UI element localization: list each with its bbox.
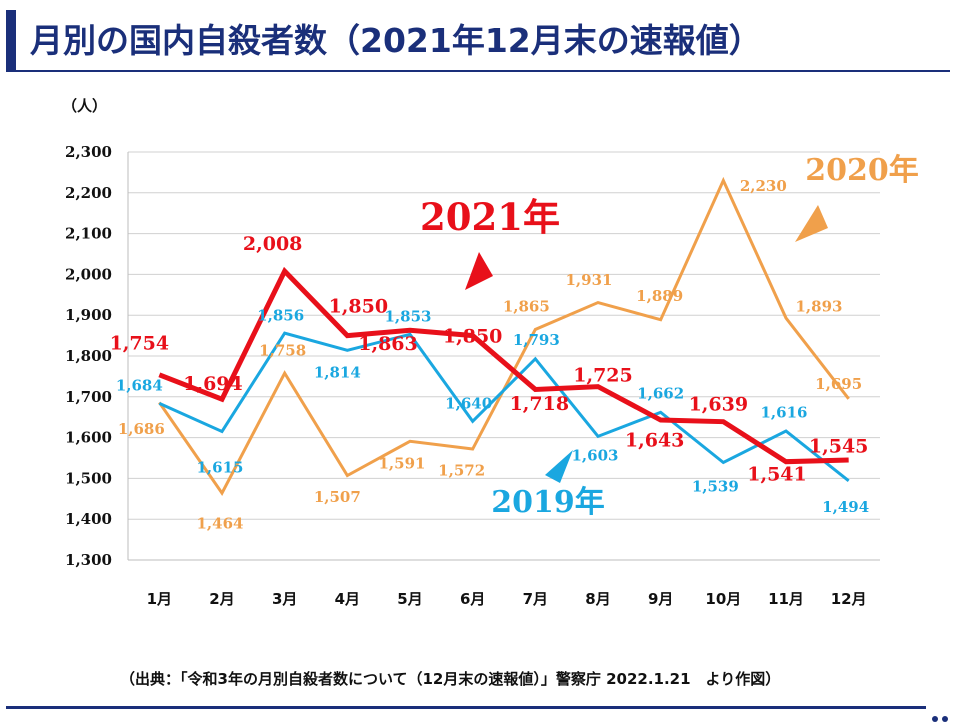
chart-series-labels: 2019年 2020年 2021年	[420, 153, 919, 520]
y-tick-label: 2,200	[65, 184, 112, 202]
data-label: 1,793	[513, 331, 560, 349]
series-line	[158, 331, 850, 483]
page-title: 月別の国内自殺者数（2021年12月末の速報値）	[30, 21, 762, 60]
y-tick-label: 1,700	[65, 388, 112, 406]
series-pointer-arrow	[795, 205, 828, 242]
x-axis-ticks: 1月 2月 3月 4月 5月 6月 7月 8月 9月 10月 11月 12月	[147, 590, 867, 608]
footer-divider	[6, 706, 926, 709]
x-tick-label: 4月	[335, 590, 360, 608]
x-tick-label: 3月	[272, 590, 297, 608]
data-label: 2,008	[243, 233, 303, 255]
y-axis-ticks: 1,300 1,400 1,500 1,600 1,700 1,800 1,900 2,000…	[65, 143, 112, 569]
x-tick-label: 5月	[397, 590, 422, 608]
x-tick-label: 6月	[460, 590, 485, 608]
title-divider	[6, 70, 950, 72]
data-label: 1,572	[438, 461, 485, 479]
data-label: 1,616	[761, 403, 808, 421]
data-label: 1,695	[815, 375, 862, 393]
data-label: 1,754	[110, 332, 170, 354]
data-label: 1,718	[510, 393, 570, 415]
series-pointer-arrow	[465, 252, 493, 290]
y-tick-label: 1,500	[65, 469, 112, 487]
data-label: 1,643	[625, 430, 685, 452]
series-name-label: 2019年	[491, 485, 605, 520]
data-label: 1,507	[314, 488, 361, 506]
data-label: 1,464	[197, 514, 244, 532]
data-label: 2,230	[740, 177, 787, 195]
data-label: 1,893	[796, 297, 843, 315]
series-name-label: 2020年	[805, 153, 919, 188]
x-tick-label: 10月	[705, 590, 741, 608]
data-label: 1,814	[314, 364, 361, 382]
y-tick-label: 1,800	[65, 347, 112, 365]
data-label: 1,603	[572, 447, 619, 465]
data-label: 1,615	[197, 459, 244, 477]
y-tick-label: 1,400	[65, 510, 112, 528]
data-label: 1,725	[573, 364, 633, 386]
data-label: 1,853	[385, 308, 432, 326]
data-label: 1,865	[503, 298, 550, 316]
data-label: 1,640	[445, 395, 492, 413]
data-label: 1,639	[689, 393, 749, 415]
footer-dots	[932, 707, 952, 726]
chart-series-lines	[158, 176, 850, 496]
y-axis-unit-label: （人）	[62, 97, 107, 115]
source-citation: （出典：「令和3年の月別自殺者数について（12月末の速報値）」警察庁 2022.…	[120, 670, 781, 688]
data-label: 1,545	[809, 436, 869, 458]
chart-gridlines	[127, 151, 880, 561]
data-label: 1,684	[116, 377, 163, 395]
data-label: 1,539	[692, 478, 739, 496]
x-tick-label: 11月	[768, 590, 804, 608]
data-label: 1,758	[259, 341, 306, 359]
x-tick-label: 12月	[831, 590, 867, 608]
x-tick-label: 8月	[585, 590, 610, 608]
y-tick-label: 1,900	[65, 306, 112, 324]
series-line	[158, 266, 849, 465]
data-label: 1,494	[822, 498, 869, 516]
y-tick-label: 2,100	[65, 225, 112, 243]
data-label: 1,863	[358, 333, 418, 355]
data-label: 1,931	[566, 271, 613, 289]
data-label: 1,662	[637, 385, 684, 403]
y-tick-label: 2,300	[65, 143, 112, 161]
data-label: 1,686	[118, 420, 165, 438]
y-tick-label: 1,300	[65, 551, 112, 569]
data-label: 1,856	[257, 306, 304, 324]
x-tick-label: 1月	[147, 590, 172, 608]
data-label: 1,850	[443, 325, 503, 347]
title-accent-bar	[6, 10, 16, 70]
data-label: 1,591	[379, 455, 426, 473]
x-tick-label: 9月	[648, 590, 673, 608]
x-tick-label: 7月	[523, 590, 548, 608]
data-label: 1,694	[183, 373, 243, 395]
data-label: 1,889	[636, 287, 683, 305]
series-name-label: 2021年	[420, 195, 560, 239]
x-tick-label: 2月	[209, 590, 234, 608]
y-tick-label: 1,600	[65, 429, 112, 447]
data-label: 1,541	[747, 463, 807, 485]
chart-data-labels: 1,684 1,615 1,856 1,814 1,853 1,640 1,793 1,603…	[110, 177, 870, 533]
series-pointer-arrow	[545, 450, 573, 483]
data-label: 1,850	[329, 295, 389, 317]
y-tick-label: 2,000	[65, 265, 112, 283]
